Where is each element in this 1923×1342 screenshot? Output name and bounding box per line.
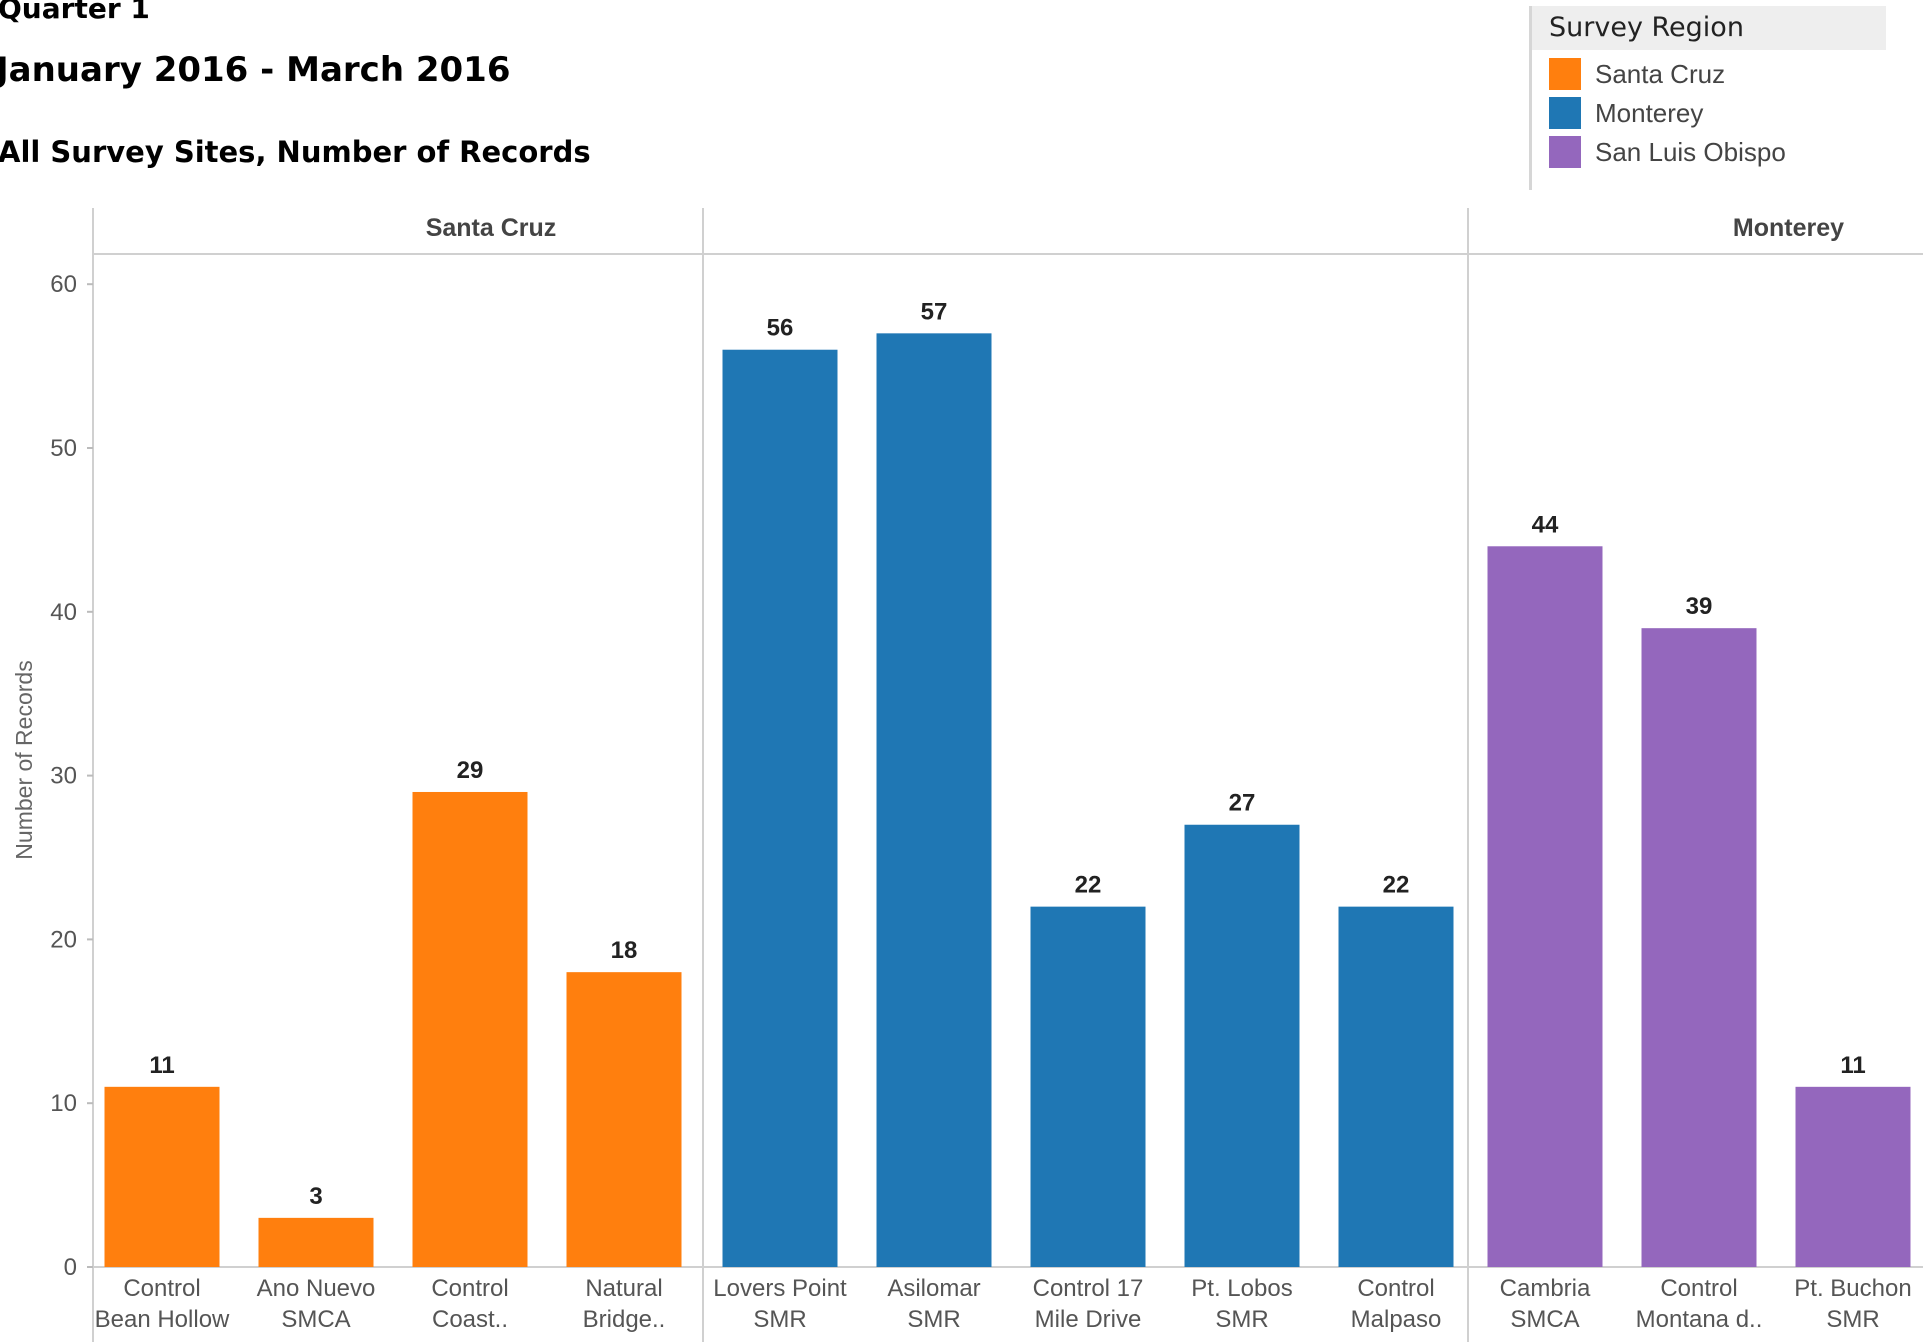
bar-value-label: 57 xyxy=(921,298,948,325)
bar-monterey xyxy=(722,349,838,1268)
x-tick-label: Control xyxy=(1660,1275,1737,1302)
legend: Survey Region Santa Cruz Monterey San Lu… xyxy=(1529,6,1890,190)
panel-header-santa-cruz: Santa Cruz xyxy=(426,214,557,242)
x-tick-label: Asilomar xyxy=(887,1275,980,1302)
bar-santa-cruz xyxy=(566,972,682,1267)
y-axis-title: Number of Records xyxy=(11,660,37,859)
bar-san-luis-obispo xyxy=(1487,546,1603,1267)
x-tick-label: SMCA xyxy=(1510,1306,1579,1333)
bar-value-label: 56 xyxy=(767,315,794,342)
y-tick-label: 50 xyxy=(50,435,77,462)
bar-san-luis-obispo xyxy=(1795,1086,1911,1267)
panel-header-monterey: Monterey xyxy=(1733,214,1844,242)
legend-swatch xyxy=(1549,58,1581,90)
report-quarter-title: Quarter 1 xyxy=(0,0,150,25)
x-tick-label: SMR xyxy=(753,1306,806,1333)
x-tick-label: Control 17 xyxy=(1033,1275,1144,1302)
bar-santa-cruz xyxy=(104,1086,220,1267)
bar-value-label: 22 xyxy=(1075,872,1102,899)
bar-value-label: 22 xyxy=(1383,872,1410,899)
x-tick-label: Cambria xyxy=(1500,1275,1591,1302)
x-tick-label: SMR xyxy=(1215,1306,1268,1333)
legend-title: Survey Region xyxy=(1532,6,1886,50)
x-tick-label: SMR xyxy=(907,1306,960,1333)
bar-monterey xyxy=(1338,906,1454,1267)
x-tick-label: Natural xyxy=(585,1275,662,1302)
legend-item-monterey[interactable]: Monterey xyxy=(1549,95,1703,131)
report-date-range: January 2016 - March 2016 xyxy=(0,50,511,90)
bar-value-label: 29 xyxy=(457,757,484,784)
bar-value-label: 44 xyxy=(1532,511,1559,538)
legend-item-san-luis-obispo[interactable]: San Luis Obispo xyxy=(1549,134,1786,170)
legend-item-santa-cruz[interactable]: Santa Cruz xyxy=(1549,56,1725,92)
bar-value-label: 3 xyxy=(309,1183,322,1210)
y-tick-label: 40 xyxy=(50,599,77,626)
bar-value-label: 11 xyxy=(149,1052,174,1079)
x-tick-label: Lovers Point xyxy=(713,1275,847,1302)
report-subtitle: All Survey Sites, Number of Records xyxy=(0,135,591,169)
x-tick-label: Coast.. xyxy=(432,1306,508,1333)
bar-santa-cruz xyxy=(258,1217,374,1267)
x-tick-label: Montana d.. xyxy=(1636,1306,1763,1333)
legend-swatch xyxy=(1549,136,1581,168)
x-tick-label: Pt. Buchon xyxy=(1794,1275,1911,1302)
bar-value-label: 18 xyxy=(611,937,638,964)
y-tick-label: 10 xyxy=(50,1090,77,1117)
bar-monterey xyxy=(1184,824,1300,1267)
legend-label: San Luis Obispo xyxy=(1595,136,1786,167)
x-tick-label: SMR xyxy=(1826,1306,1879,1333)
x-tick-label: SMCA xyxy=(281,1306,350,1333)
bar-san-luis-obispo xyxy=(1641,628,1757,1267)
legend-swatch xyxy=(1549,97,1581,129)
y-tick-label: 30 xyxy=(50,763,77,790)
legend-label: Santa Cruz xyxy=(1595,58,1726,89)
x-tick-label: Ano Nuevo xyxy=(257,1275,376,1302)
bar-monterey xyxy=(876,333,992,1268)
x-tick-label: Control xyxy=(1357,1275,1434,1302)
y-tick-label: 0 xyxy=(64,1254,77,1281)
legend-label: Monterey xyxy=(1595,97,1704,128)
x-tick-label: Pt. Lobos xyxy=(1191,1275,1292,1302)
x-tick-label: Mile Drive xyxy=(1035,1306,1142,1333)
y-tick-label: 20 xyxy=(50,926,77,953)
bar-monterey xyxy=(1030,906,1146,1267)
x-tick-label: Malpaso xyxy=(1351,1306,1442,1333)
y-tick-label: 60 xyxy=(50,271,77,298)
x-tick-label: Control xyxy=(431,1275,508,1302)
bar-value-label: 11 xyxy=(1840,1052,1865,1079)
x-tick-label: Control xyxy=(123,1275,200,1302)
bar-value-label: 39 xyxy=(1686,593,1713,620)
x-tick-label: Bridge.. xyxy=(583,1306,666,1333)
bar-santa-cruz xyxy=(412,791,528,1267)
bar-value-label: 27 xyxy=(1229,790,1256,817)
x-tick-label: Bean Hollow xyxy=(95,1306,230,1333)
